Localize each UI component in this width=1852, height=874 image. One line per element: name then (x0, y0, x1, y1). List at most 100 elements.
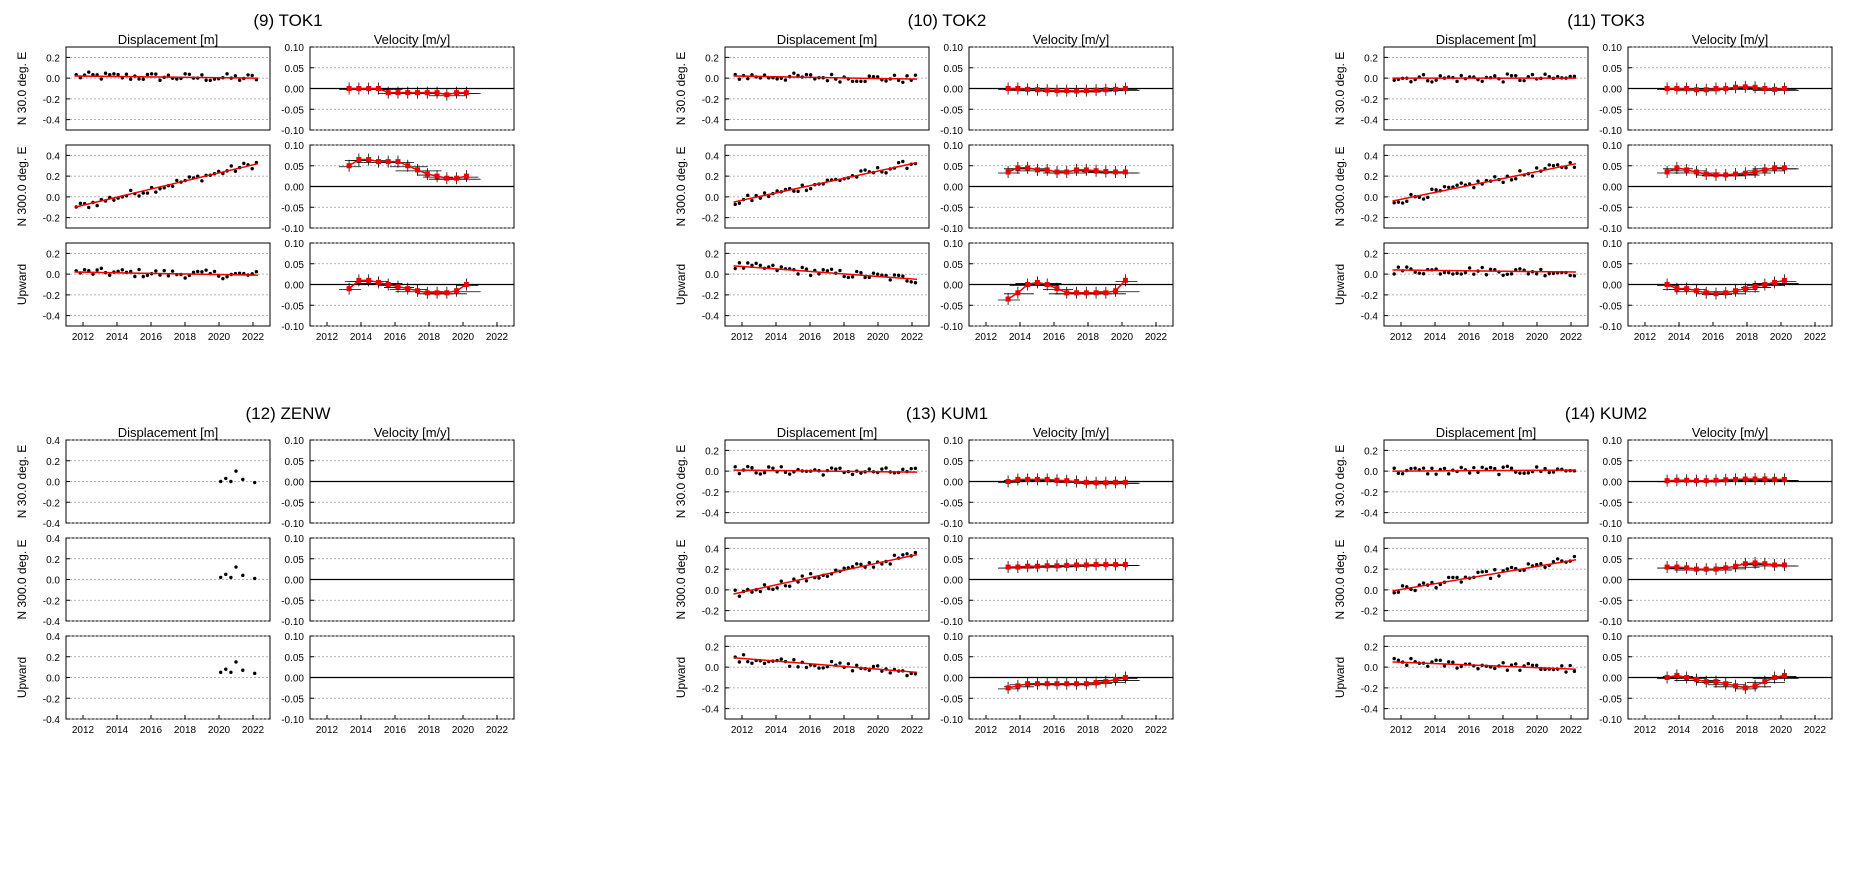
velocity-marker (1064, 478, 1070, 484)
x-tick-label: 2022 (901, 332, 924, 343)
row-label: N 300.0 deg. E (1333, 539, 1347, 619)
velocity-marker (1005, 685, 1011, 691)
data-point (1476, 179, 1480, 183)
y-tick-label: -0.4 (702, 509, 720, 520)
y-tick-label: 0.10 (944, 141, 964, 152)
y-tick-label: 0.0 (1364, 270, 1378, 281)
data-point (1463, 270, 1468, 275)
data-point (1514, 73, 1518, 78)
data-point (1430, 187, 1434, 191)
data-point (250, 73, 254, 78)
y-tick-label: 0.10 (285, 43, 305, 54)
velocity-marker (1005, 564, 1011, 570)
y-tick-label: -0.05 (281, 203, 304, 214)
row-label: N 30.0 deg. E (1333, 52, 1347, 125)
y-tick-label: 0.00 (1603, 183, 1623, 194)
velocity-marker (1781, 277, 1787, 283)
data-point (200, 270, 204, 274)
data-point (1472, 185, 1476, 190)
y-tick-label: -0.4 (43, 312, 61, 323)
velocity-marker (1742, 685, 1748, 691)
displacement-panel: 0.4 0.2 0.0 -0.2 N 300.0 deg. E (15, 144, 271, 229)
data-point (1493, 568, 1497, 572)
data-point (1396, 471, 1401, 476)
y-tick-label: 0.2 (1364, 249, 1378, 260)
displacement-header: Displacement [m] (777, 425, 877, 440)
data-point (145, 72, 150, 77)
x-tick-label: 2012 (72, 725, 95, 736)
velocity-marker (1005, 479, 1011, 484)
velocity-marker (1093, 480, 1099, 486)
y-tick-label: -0.05 (1599, 498, 1622, 509)
velocity-marker (1074, 681, 1080, 687)
data-point (1493, 175, 1497, 179)
data-point (829, 466, 834, 470)
data-point (838, 268, 842, 273)
velocity-marker (1025, 681, 1031, 687)
data-point (1572, 554, 1577, 559)
data-point (741, 653, 746, 657)
data-point (871, 271, 876, 275)
y-tick-label: 0.4 (705, 151, 719, 162)
data-point (1451, 575, 1455, 580)
y-tick-label: -0.05 (281, 596, 304, 607)
row-label: Upward (15, 264, 29, 305)
velocity-marker (434, 90, 440, 96)
data-point (846, 662, 851, 666)
velocity-marker (1015, 86, 1021, 91)
data-point (120, 268, 124, 272)
y-tick-label: -0.2 (43, 214, 61, 225)
velocity-marker (1703, 566, 1709, 572)
data-point (896, 273, 901, 278)
velocity-marker (1752, 560, 1758, 566)
y-tick-label: 0.2 (705, 642, 719, 653)
x-tick-label: 2018 (174, 332, 197, 343)
velocity-marker (444, 290, 450, 296)
data-point (1484, 273, 1489, 277)
velocity-marker (1713, 679, 1719, 685)
data-point (1459, 181, 1463, 185)
data-point (758, 589, 763, 594)
x-tick-label: 2018 (418, 725, 441, 736)
data-point (170, 269, 175, 273)
x-tick-label: 2014 (350, 725, 373, 736)
x-tick-label: 2012 (975, 332, 998, 343)
data-point (212, 269, 217, 274)
data-point (1446, 660, 1451, 664)
y-tick-label: -0.05 (940, 498, 963, 509)
y-tick-label: 0.0 (46, 74, 60, 85)
data-point (1547, 271, 1551, 276)
velocity-marker (1083, 167, 1089, 173)
data-point (1400, 201, 1405, 205)
row-label: N 30.0 deg. E (674, 445, 688, 518)
y-tick-label: 0.2 (1364, 642, 1378, 653)
velocity-marker (405, 90, 411, 96)
data-point (1497, 574, 1501, 578)
data-point (1446, 270, 1451, 275)
x-tick-label: 2020 (867, 332, 890, 343)
data-point (1488, 576, 1493, 581)
data-point (892, 73, 897, 77)
y-tick-label: 0.2 (46, 172, 60, 183)
data-point (1451, 660, 1455, 664)
data-point (1459, 664, 1463, 669)
data-point (1526, 562, 1531, 566)
y-tick-label: 0.2 (1364, 172, 1378, 183)
data-point (1438, 74, 1442, 78)
data-point (859, 562, 863, 567)
y-tick-label: -0.2 (1361, 214, 1379, 225)
data-point (808, 73, 813, 77)
velocity-marker (1005, 169, 1011, 175)
data-point (1514, 268, 1518, 272)
data-point (1564, 670, 1568, 674)
velocity-marker (1684, 675, 1690, 680)
data-point (888, 671, 892, 675)
data-point (1505, 272, 1510, 277)
data-point (913, 672, 918, 676)
x-tick-label: 2014 (1009, 725, 1032, 736)
velocity-marker (454, 288, 460, 294)
data-point (821, 268, 825, 272)
